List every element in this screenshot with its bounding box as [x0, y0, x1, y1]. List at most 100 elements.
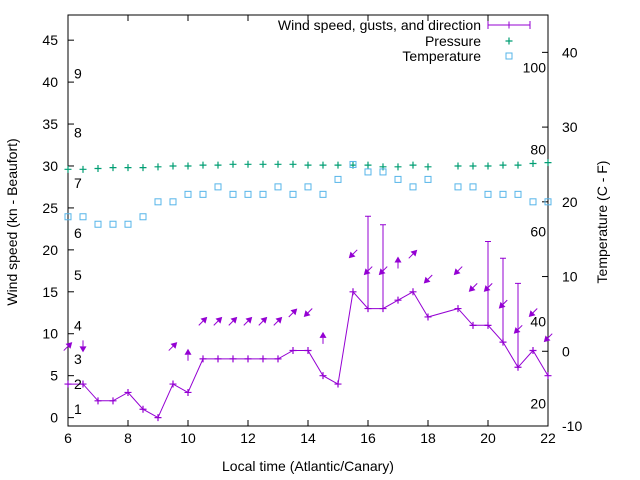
- legend-swatch-wind: [487, 21, 531, 29]
- pressure-point: [319, 161, 327, 169]
- wind-direction-arrowhead: [348, 251, 356, 259]
- pressure-point: [304, 161, 312, 169]
- wind-speed-point: [109, 397, 117, 405]
- wind-speed-point: [124, 388, 132, 396]
- y-right-tick-label: 30: [562, 119, 578, 135]
- x-tick-label: 12: [240, 430, 256, 446]
- wind-speed-point: [244, 355, 252, 363]
- wind-speed-point: [409, 288, 417, 296]
- wind-direction-arrow: [288, 312, 294, 318]
- wind-direction-arrow: [382, 266, 388, 272]
- temperature-point: [199, 190, 207, 198]
- temperature-point: [109, 220, 117, 228]
- wind-direction-arrowhead: [423, 276, 431, 284]
- pressure-point: [274, 160, 282, 168]
- pressure-point: [364, 161, 372, 169]
- wind-gust-bar: [485, 240, 491, 326]
- wind-speed-point: [94, 397, 102, 405]
- wind-direction-arrowhead: [215, 316, 223, 324]
- y-right-tick-label: 10: [562, 269, 578, 285]
- temperature-point: [214, 183, 222, 191]
- temperature-point: [244, 190, 252, 198]
- wind-direction-arrowhead: [410, 249, 418, 257]
- temperature-point: [274, 183, 282, 191]
- pressure-point: [424, 163, 432, 171]
- beaufort-label: 8: [74, 124, 82, 140]
- pressure-point: [529, 159, 537, 167]
- y-left-tick-label: 30: [42, 158, 58, 174]
- pressure-point: [109, 164, 117, 172]
- wind-speed-point: [529, 347, 537, 355]
- wind-direction-arrowhead: [468, 285, 476, 292]
- x-tick-label: 16: [360, 430, 376, 446]
- x-tick-label: 6: [64, 430, 72, 446]
- x-tick-label: 18: [420, 430, 436, 446]
- wind-direction-arrow: [532, 308, 538, 314]
- temperature-point: [544, 198, 552, 206]
- wind-direction-arrow: [258, 320, 264, 326]
- pressure-point: [94, 164, 102, 172]
- beaufort-label: 1: [74, 401, 82, 417]
- wind-direction-arrowhead: [65, 342, 73, 349]
- wind-direction-arrowhead: [528, 310, 536, 318]
- pressure-point: [244, 160, 252, 168]
- wind-direction-arrow: [487, 283, 493, 288]
- legend-label: Temperature: [402, 48, 481, 64]
- pressure-point: [454, 162, 462, 170]
- wind-direction-arrowhead: [453, 268, 461, 276]
- plot-frame: [67, 14, 549, 427]
- wind-speed-point: [544, 372, 552, 380]
- pressure-point: [79, 165, 87, 173]
- temperature-point: [94, 220, 102, 228]
- pressure-point: [124, 164, 132, 172]
- wind-direction-arrowhead: [290, 308, 298, 316]
- wind-speed-point: [274, 355, 282, 363]
- pressure-point: [394, 163, 402, 171]
- wind-direction-arrow: [228, 320, 234, 326]
- legend-label: Pressure: [425, 33, 481, 49]
- wind-direction-arrowhead: [303, 310, 311, 318]
- wind-speed-point: [259, 355, 267, 363]
- wind-direction-arrowhead: [319, 331, 327, 338]
- y-left-tick-label: 45: [42, 32, 58, 48]
- wind-direction-arrow: [213, 320, 219, 326]
- y-left-tick-label: 15: [42, 284, 58, 300]
- y-left-tick-label: 5: [50, 368, 58, 384]
- temperature-point: [139, 213, 147, 221]
- pressure-point: [469, 162, 477, 170]
- legend-swatch-pressure: [505, 37, 513, 45]
- wind-direction-arrowhead: [170, 342, 178, 349]
- temperature-point: [79, 213, 87, 221]
- wind-speed-point: [289, 347, 297, 355]
- wind-speed-point: [349, 288, 357, 296]
- wind-direction-arrow: [472, 283, 478, 288]
- x-tick-label: 10: [180, 430, 196, 446]
- y-left-tick-label: 35: [42, 116, 58, 132]
- wind-direction-arrow: [307, 308, 313, 314]
- wind-direction-arrow: [502, 299, 508, 305]
- wind-speed-point: [79, 380, 87, 388]
- legend: Wind speed, gusts, and directionPressure…: [278, 17, 531, 64]
- wind-speed-point: [469, 321, 477, 329]
- y-left-tick-label: 0: [50, 410, 58, 426]
- temperature-point: [529, 198, 537, 206]
- pressure-point: [289, 160, 297, 168]
- y-axis-label-right: Temperature (C - F): [594, 161, 610, 284]
- wind-direction-arrow: [427, 274, 433, 280]
- fahrenheit-label: 100: [523, 59, 547, 75]
- fahrenheit-label: 20: [530, 396, 546, 412]
- temperature-point: [169, 198, 177, 206]
- y-right-tick-label: 0: [562, 343, 570, 359]
- y-left-tick-label: 40: [42, 74, 58, 90]
- temperature-point: [124, 220, 132, 228]
- pressure-point: [64, 165, 72, 173]
- wind-direction-arrow: [408, 253, 414, 259]
- pressure-point: [199, 161, 207, 169]
- wind-direction-arrowhead: [378, 268, 386, 276]
- wind-direction-arrow: [457, 266, 463, 272]
- wind-direction-arrowhead: [275, 316, 283, 324]
- wind-speed-line: [68, 290, 549, 419]
- wind-direction-arrow: [517, 324, 523, 330]
- wind-direction-arrow: [243, 320, 249, 326]
